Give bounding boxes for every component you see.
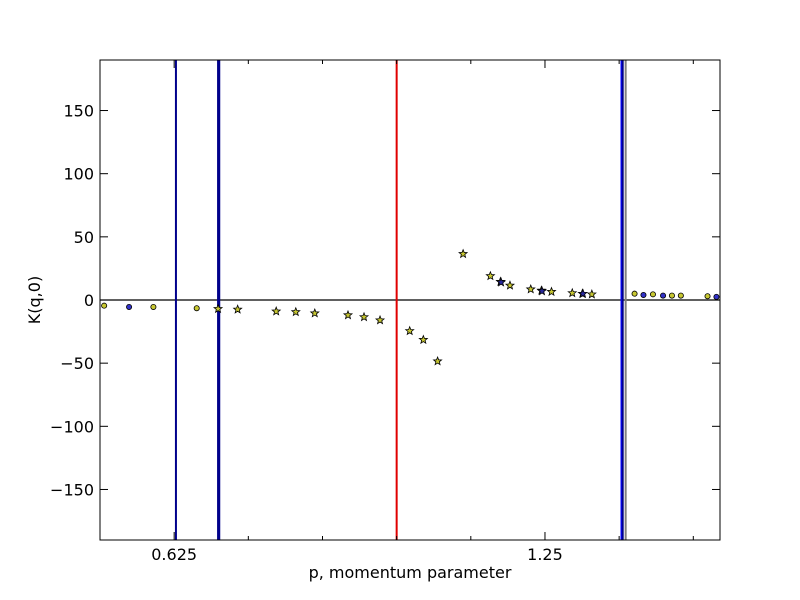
x-axis-label: p, momentum parameter bbox=[309, 563, 512, 582]
reference-lines bbox=[100, 60, 720, 540]
data-point-star bbox=[496, 277, 507, 287]
data-point-circle bbox=[640, 291, 647, 298]
y-tick-label: −50 bbox=[60, 354, 94, 373]
data-point-star bbox=[525, 283, 536, 294]
data-point-circle bbox=[704, 293, 711, 300]
data-point-circle bbox=[677, 292, 684, 299]
data-point-circle bbox=[631, 290, 638, 297]
data-point-star bbox=[358, 311, 370, 322]
data-point-circle bbox=[713, 293, 720, 300]
data-point-star bbox=[290, 306, 301, 317]
data-point-circle bbox=[649, 291, 656, 298]
data-point-star bbox=[485, 270, 496, 281]
x-tick-label: 0.625 bbox=[151, 545, 197, 564]
data-point-star bbox=[536, 285, 548, 296]
data-point-star bbox=[577, 288, 588, 298]
data-point-star bbox=[271, 306, 282, 316]
data-point-star bbox=[213, 303, 224, 314]
data-point-circle bbox=[193, 305, 200, 312]
data-point-star bbox=[232, 304, 243, 314]
y-tick-label: 150 bbox=[63, 102, 94, 121]
data-point-star bbox=[458, 248, 469, 259]
data-point-star bbox=[342, 309, 354, 320]
axis-ticks: 0.625 1.25 150 100 50 0 −50 −100 −150 bbox=[50, 60, 720, 564]
data-point-star bbox=[504, 280, 516, 290]
data-points bbox=[101, 248, 720, 366]
data-point-circle bbox=[101, 302, 108, 309]
data-point-circle bbox=[668, 292, 675, 299]
data-point-circle bbox=[150, 303, 157, 310]
y-tick-label: −100 bbox=[50, 417, 94, 436]
data-point-star bbox=[404, 325, 415, 336]
data-point-circle bbox=[126, 303, 133, 310]
y-tick-label: 0 bbox=[84, 291, 94, 310]
y-tick-label: 100 bbox=[63, 165, 94, 184]
data-point-star bbox=[374, 314, 386, 325]
y-tick-label: 50 bbox=[74, 228, 94, 247]
x-tick-label: 1.25 bbox=[527, 545, 563, 564]
data-point-star bbox=[586, 289, 597, 299]
data-point-star bbox=[546, 286, 557, 297]
y-tick-label: −150 bbox=[50, 480, 94, 499]
data-point-circle bbox=[660, 292, 667, 299]
data-point-star bbox=[418, 334, 429, 345]
data-point-star bbox=[567, 287, 578, 298]
y-axis-label: K(q,0) bbox=[25, 276, 44, 324]
data-point-star bbox=[309, 307, 320, 318]
data-point-star bbox=[432, 355, 443, 366]
